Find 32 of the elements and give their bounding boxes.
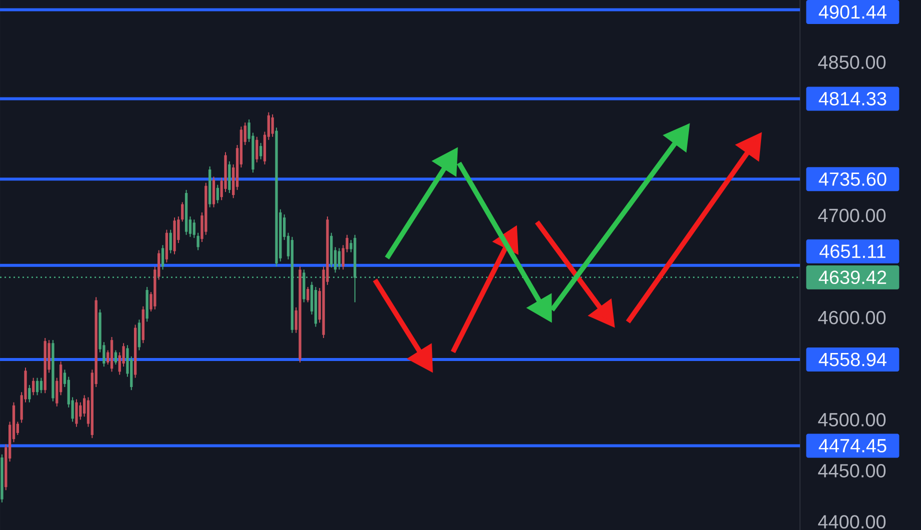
ref-line-label: 4558.94: [818, 352, 886, 366]
candlestick: [40, 377, 43, 394]
ref-line-label: 4474.45: [818, 439, 886, 452]
candlestick: [338, 248, 341, 270]
candlestick: [181, 202, 184, 222]
ref-line-label: 4735.60: [818, 172, 886, 186]
candlestick: [161, 244, 164, 270]
candlestick: [306, 286, 310, 303]
y-tick-label: 4500.00: [818, 412, 886, 426]
y-tick-label: 4450.00: [818, 464, 886, 478]
candlestick: [79, 402, 82, 420]
candlestick: [216, 184, 219, 204]
candlestick: [122, 342, 125, 368]
candlestick: [192, 219, 196, 238]
candlestick: [75, 398, 78, 428]
candlestick: [259, 142, 262, 160]
y-tick-label: 4850.00: [818, 56, 886, 70]
candlestick: [196, 232, 200, 251]
ref-line-label: 4901.44: [818, 5, 886, 19]
candlestick: [114, 350, 118, 366]
candlestick: [28, 384, 31, 403]
candlestick: [169, 229, 172, 254]
candlestick: [32, 377, 35, 396]
candlestick: [256, 136, 258, 163]
y-tick-label: 4700.00: [818, 208, 886, 222]
y-tick-label: 4600.00: [818, 310, 886, 324]
y-tick-label: 4400.00: [818, 515, 886, 529]
ref-line-label: 4814.33: [818, 92, 886, 106]
ref-line-label: 4651.11: [820, 244, 886, 258]
ref-line-label: 4639.42: [818, 270, 886, 284]
candlestick: [36, 377, 39, 396]
candlestick: [271, 114, 274, 138]
